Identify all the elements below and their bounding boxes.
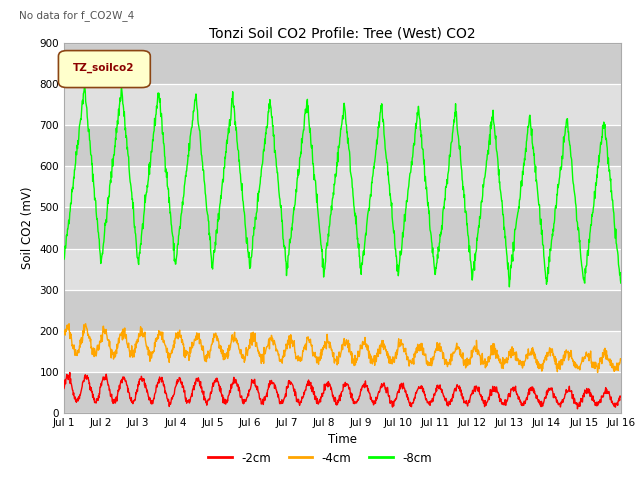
Y-axis label: Soil CO2 (mV): Soil CO2 (mV) [21,187,34,269]
Bar [64,249,621,289]
Text: TZ_soilco2: TZ_soilco2 [74,63,135,73]
Bar [64,331,621,372]
Title: Tonzi Soil CO2 Profile: Tree (West) CO2: Tonzi Soil CO2 Profile: Tree (West) CO2 [209,27,476,41]
Bar [64,167,621,207]
X-axis label: Time: Time [328,433,357,446]
Bar [64,289,621,331]
FancyBboxPatch shape [58,50,150,87]
Legend: -2cm, -4cm, -8cm: -2cm, -4cm, -8cm [204,447,436,469]
Bar [64,207,621,249]
Bar [64,84,621,125]
Bar [64,43,621,84]
Bar [64,125,621,167]
Bar [64,372,621,413]
Text: No data for f_CO2W_4: No data for f_CO2W_4 [19,10,134,21]
